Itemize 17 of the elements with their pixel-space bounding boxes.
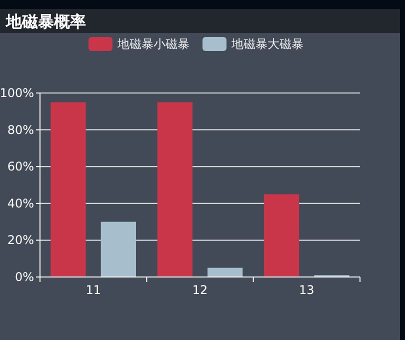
y-tick-label: 40% xyxy=(7,196,34,210)
bar xyxy=(208,268,243,277)
legend-label: 地磁暴大磁暴 xyxy=(230,37,304,51)
bar xyxy=(50,102,86,277)
y-tick-label: 60% xyxy=(7,160,34,174)
legend-label: 地磁暴小磁暴 xyxy=(116,37,190,51)
y-tick-label: 20% xyxy=(7,233,34,248)
bar xyxy=(100,222,136,277)
x-tick-label: 13 xyxy=(299,283,314,297)
chart-title: 地磁暴概率 xyxy=(5,12,86,31)
x-tick-label: 12 xyxy=(192,283,208,297)
bar xyxy=(157,102,192,277)
bar xyxy=(264,194,300,277)
x-tick-label: 11 xyxy=(86,283,101,297)
y-tick-label: 0% xyxy=(14,270,34,284)
y-tick-label: 100% xyxy=(0,86,34,100)
y-tick-label: 80% xyxy=(7,122,34,137)
